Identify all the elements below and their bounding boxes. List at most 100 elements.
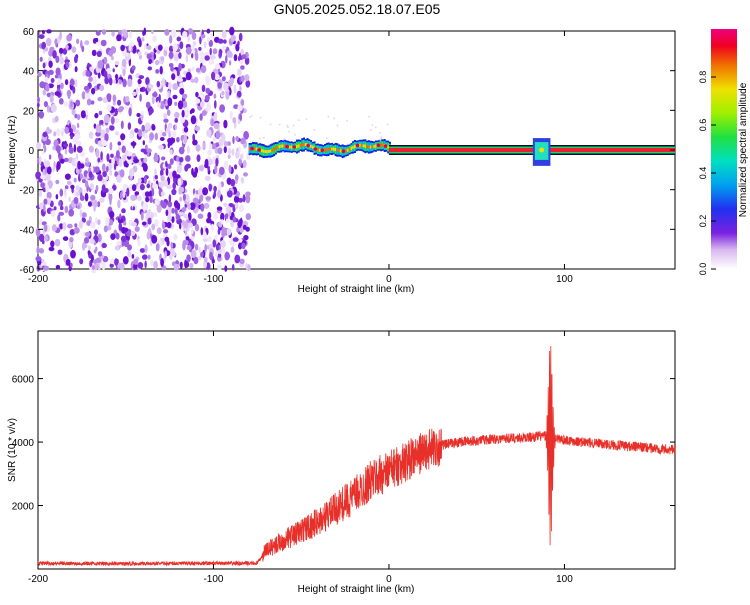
noise-speck <box>110 153 114 158</box>
noise-speck <box>110 233 116 241</box>
noise-speck <box>62 222 67 230</box>
spectrogram-ylabel: Frequency (Hz) <box>7 116 18 185</box>
noise-speck <box>170 66 175 72</box>
noise-speck <box>129 168 135 177</box>
noise-speck <box>53 131 57 137</box>
snr-frame <box>37 330 676 570</box>
band-cell-core <box>310 144 312 148</box>
noise-speck <box>138 75 145 80</box>
band-cell-core <box>353 145 356 148</box>
noise-speck <box>163 179 168 187</box>
noise-speck <box>82 178 86 184</box>
noise-speck <box>118 106 125 111</box>
noise-speck <box>73 197 79 204</box>
noise-speck <box>114 60 120 66</box>
noise-speck <box>161 156 166 161</box>
noise-speck <box>215 243 219 251</box>
noise-speck <box>101 163 106 172</box>
noise-speck <box>115 131 119 136</box>
band-peak-dot <box>285 144 290 149</box>
band-cell-core <box>362 144 365 148</box>
noise-speck <box>68 196 71 202</box>
noise-speck <box>232 136 235 144</box>
band-cell-core <box>260 149 263 152</box>
noise-speck <box>187 203 191 210</box>
noise-speck <box>55 145 61 153</box>
noise-speck <box>155 69 160 74</box>
noise-speck <box>165 167 169 176</box>
noise-speck <box>178 211 185 216</box>
noise-speck <box>131 65 136 71</box>
band-cell-core <box>327 147 330 151</box>
noise-speck <box>155 45 159 50</box>
noise-speck <box>64 205 69 214</box>
noise-speck <box>208 39 213 48</box>
noise-speck <box>57 214 61 222</box>
noise-speck <box>72 86 76 94</box>
noise-speck <box>133 258 139 265</box>
noise-speck <box>197 213 204 219</box>
noise-speck <box>41 147 45 155</box>
noise-speck <box>245 213 251 221</box>
noise-speck <box>234 254 241 264</box>
snr-xlabel: Height of straight line (km) <box>298 584 415 595</box>
noise-speck <box>213 122 220 130</box>
noise-speck <box>83 85 90 91</box>
noise-speck <box>35 256 42 262</box>
noise-speck <box>218 166 225 176</box>
noise-speck <box>165 160 168 168</box>
noise-speck <box>94 216 98 225</box>
noise-speck <box>59 56 64 65</box>
noise-speck <box>238 197 244 203</box>
noise-speck <box>178 156 184 163</box>
noise-speck <box>97 201 101 208</box>
noise-speck <box>65 44 69 50</box>
noise-speck <box>120 120 124 130</box>
noise-speck <box>42 89 47 96</box>
noise-speck <box>75 99 81 107</box>
band-faint-dot <box>333 117 336 120</box>
noise-speck <box>121 208 126 214</box>
noise-speck <box>201 110 207 116</box>
band-cell-core <box>324 148 326 152</box>
band-peak-dot <box>341 149 346 153</box>
band-cell-core <box>381 143 384 147</box>
signal-band <box>248 114 675 166</box>
noise-speck <box>146 53 152 60</box>
noise-speck <box>239 59 244 65</box>
noise-speck <box>179 196 183 202</box>
noise-speck <box>174 117 178 123</box>
noise-speck <box>63 157 69 163</box>
noise-speck <box>158 181 164 188</box>
band-cell-core <box>262 149 265 153</box>
noise-speck <box>221 45 227 50</box>
band-peak-dot <box>313 147 318 151</box>
snr-xtick-label: -100 <box>203 574 223 585</box>
snr-series-line <box>37 346 676 567</box>
noise-speck <box>156 204 162 213</box>
noise-speck <box>241 54 247 60</box>
noise-speck <box>147 217 152 225</box>
noise-speck <box>73 144 77 153</box>
noise-speck <box>211 143 217 150</box>
noise-speck <box>217 189 221 198</box>
noise-speck <box>173 233 178 241</box>
noise-speck <box>225 253 231 259</box>
noise-speck <box>212 48 218 55</box>
noise-speck <box>106 153 110 162</box>
noise-speck <box>48 154 52 160</box>
noise-speck <box>81 212 87 218</box>
noise-speck <box>167 214 172 221</box>
band-peak-dot <box>250 146 254 151</box>
noise-speck <box>167 97 173 107</box>
noise-speck <box>38 233 45 242</box>
noise-speck <box>103 114 110 124</box>
noise-speck <box>38 110 45 119</box>
noise-speck <box>102 170 107 178</box>
noise-speck <box>61 128 65 133</box>
noise-speck <box>45 172 51 182</box>
noise-speck <box>39 248 44 254</box>
noise-speck <box>55 128 61 137</box>
noise-speck <box>113 162 117 171</box>
noise-speck <box>151 188 155 197</box>
